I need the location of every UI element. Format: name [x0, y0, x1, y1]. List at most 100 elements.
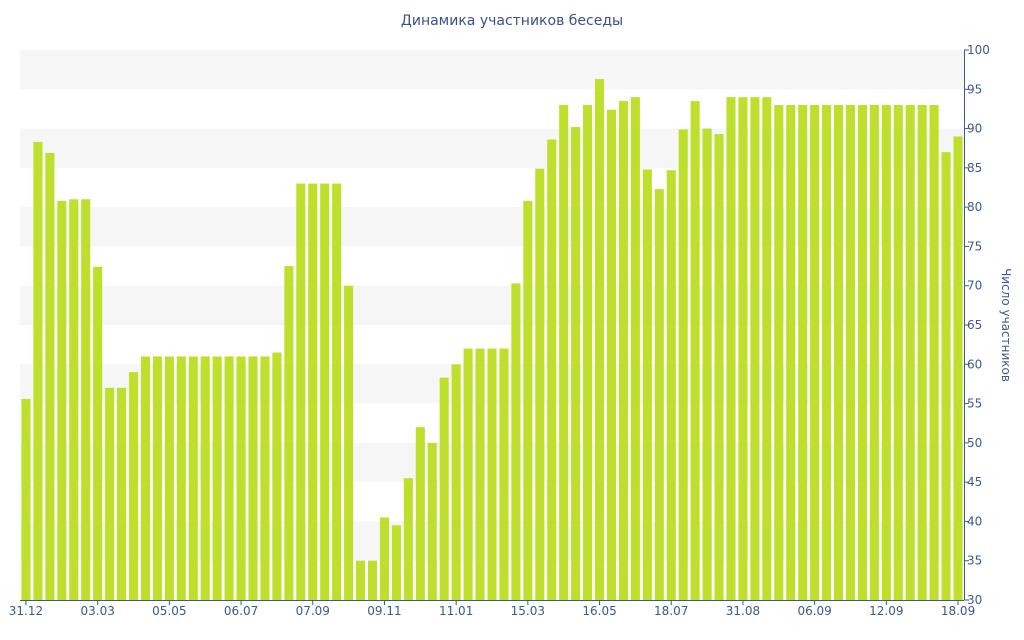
bar [869, 105, 879, 600]
bar [774, 105, 784, 600]
bar [367, 560, 378, 600]
y-tick-label: 55 [967, 397, 982, 411]
y-axis-title: Число участников [999, 268, 1013, 382]
y-tick-labels: 30 35 40 45 50 55 60 65 70 75 80 85 90 95 100 [967, 43, 990, 607]
y-tick-label: 40 [967, 514, 982, 528]
bar [81, 199, 91, 601]
y-tick-label: 70 [967, 279, 982, 293]
x-tick-label: 09.11 [367, 604, 401, 618]
bar [224, 356, 234, 600]
bar [642, 169, 652, 600]
bar [511, 283, 521, 600]
bar [953, 136, 963, 600]
bar [523, 200, 533, 601]
bar [21, 398, 31, 600]
bar [487, 348, 497, 600]
bar [702, 128, 712, 600]
bar [666, 170, 676, 600]
bar [905, 105, 915, 600]
y-tick-label: 45 [967, 475, 982, 489]
bar [200, 356, 210, 600]
bar [152, 356, 162, 600]
bar [559, 105, 569, 600]
bar [260, 356, 270, 600]
bar [296, 183, 306, 600]
bar [33, 141, 43, 600]
bar [284, 266, 294, 600]
bar [929, 105, 939, 600]
bar [893, 105, 903, 600]
bar-series [21, 79, 963, 601]
y-tick-label: 75 [967, 239, 982, 253]
bar [750, 97, 760, 600]
bar [439, 377, 449, 600]
bar [606, 109, 617, 601]
bar [212, 356, 222, 600]
bar [833, 105, 844, 600]
bar [738, 97, 748, 600]
bar [857, 105, 867, 600]
bar [140, 356, 151, 600]
bar [69, 199, 79, 601]
bar [236, 356, 246, 600]
chart-title: Динамика участников беседы [400, 13, 624, 29]
y-tick-label: 30 [967, 593, 982, 607]
x-tick-label: 12.09 [869, 604, 903, 618]
y-tick-label: 100 [967, 43, 990, 57]
bar [188, 356, 198, 600]
bar [618, 101, 628, 600]
grid-band [20, 50, 964, 90]
x-tick-label: 11.01 [439, 604, 473, 618]
bar [475, 348, 485, 600]
bar [654, 189, 664, 600]
bar [344, 285, 354, 600]
bar [762, 97, 772, 600]
bar [571, 127, 581, 600]
bar [45, 152, 55, 600]
bar [810, 105, 820, 600]
bar [57, 200, 67, 601]
x-tick-label: 31.12 [9, 604, 43, 618]
y-tick-label: 80 [967, 200, 982, 214]
bar [93, 266, 103, 600]
bar [356, 560, 366, 600]
bar [630, 97, 640, 600]
x-tick-label: 31.08 [726, 604, 760, 618]
y-tick-label: 50 [967, 436, 982, 450]
x-tick-label: 15.03 [511, 604, 545, 618]
bar [164, 356, 174, 600]
bar [272, 352, 282, 600]
bar [786, 105, 796, 600]
bar [583, 105, 593, 600]
bar [678, 129, 688, 601]
bar [798, 105, 808, 600]
y-tick-label: 90 [967, 122, 982, 136]
bar [248, 356, 258, 600]
bar [499, 348, 509, 600]
bar [595, 79, 605, 600]
bar [941, 152, 951, 600]
bar [845, 105, 856, 600]
x-tick-label: 07.09 [296, 604, 330, 618]
bar [308, 183, 318, 600]
x-tick-label: 05.05 [152, 604, 186, 618]
y-tick-label: 95 [967, 82, 982, 96]
bar [332, 183, 342, 600]
bar [917, 105, 927, 600]
y-tick-label: 60 [967, 357, 982, 371]
y-tick-label: 35 [967, 554, 982, 568]
bar [451, 364, 461, 600]
bar [403, 478, 413, 600]
axes [20, 49, 969, 605]
bar [105, 387, 115, 600]
x-tick-labels: 31.12 03.03 05.05 06.07 07.09 09.11 11.01 15.03… [9, 604, 975, 618]
bar [726, 97, 736, 600]
bar [535, 168, 545, 600]
bar [547, 139, 557, 600]
bar [822, 105, 832, 600]
bar [128, 372, 139, 600]
x-tick-label: 18.07 [654, 604, 688, 618]
bar [881, 105, 891, 600]
x-tick-label: 16.05 [582, 604, 616, 618]
